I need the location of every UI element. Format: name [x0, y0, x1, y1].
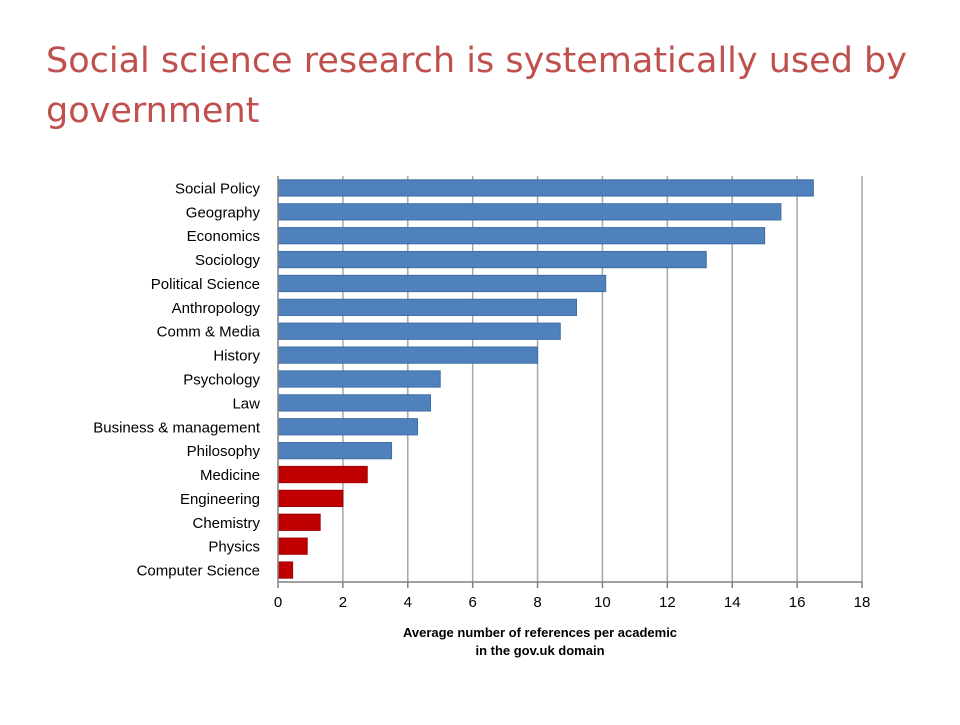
bar	[277, 298, 577, 316]
category-label: Chemistry	[192, 515, 260, 532]
category-label: Psychology	[183, 372, 260, 389]
bar	[277, 513, 321, 531]
category-label: Business & management	[93, 419, 261, 436]
x-tick-label: 0	[274, 594, 282, 611]
bar	[277, 537, 308, 555]
bars	[277, 179, 814, 579]
x-tick-label: 18	[854, 594, 871, 611]
category-label: Law	[232, 395, 260, 412]
x-tick-label: 16	[789, 594, 806, 611]
category-label: Political Science	[151, 276, 260, 293]
x-tick-label: 8	[533, 594, 541, 611]
bar	[277, 465, 368, 484]
bar	[277, 418, 419, 436]
tick-labels: 0 2 4 6 8 10 12 14 16 18	[274, 594, 871, 611]
category-label: Sociology	[195, 252, 261, 269]
category-label: Physics	[208, 539, 260, 556]
bar	[277, 394, 431, 412]
x-tick-label: 10	[594, 594, 611, 611]
bar	[277, 370, 441, 388]
bar	[277, 442, 393, 460]
category-label: Computer Science	[137, 563, 260, 580]
bar	[277, 322, 561, 340]
category-label: Geography	[186, 204, 261, 221]
x-tick-label: 2	[339, 594, 347, 611]
x-axis-title: Average number of references per academi…	[403, 625, 677, 658]
category-label: Comm & Media	[157, 324, 261, 341]
x-tick-label: 12	[659, 594, 676, 611]
bar	[277, 227, 766, 245]
bar	[277, 250, 707, 269]
x-tick-label: 6	[468, 594, 476, 611]
axes	[277, 176, 863, 588]
x-tick-label: 4	[404, 594, 412, 611]
bar	[277, 179, 814, 197]
category-label: Anthropology	[172, 300, 261, 317]
bar	[277, 203, 782, 221]
category-label: Medicine	[200, 467, 260, 484]
x-tick-label: 14	[724, 594, 741, 611]
category-label: Engineering	[180, 491, 260, 508]
x-axis-title-line: Average number of references per academi…	[403, 625, 677, 640]
category-label: History	[213, 348, 260, 365]
bar	[277, 489, 344, 508]
category-label: Social Policy	[175, 180, 261, 197]
bar	[277, 561, 294, 579]
category-labels: Social Policy Geography Economics Sociology…	[93, 180, 261, 579]
x-axis-title-line: in the gov.uk domain	[475, 643, 604, 658]
bar	[277, 346, 539, 364]
category-label: Economics	[187, 228, 260, 245]
bar	[277, 274, 607, 293]
slide-title: Social science research is systematicall…	[46, 41, 907, 131]
category-label: Philosophy	[187, 443, 261, 460]
